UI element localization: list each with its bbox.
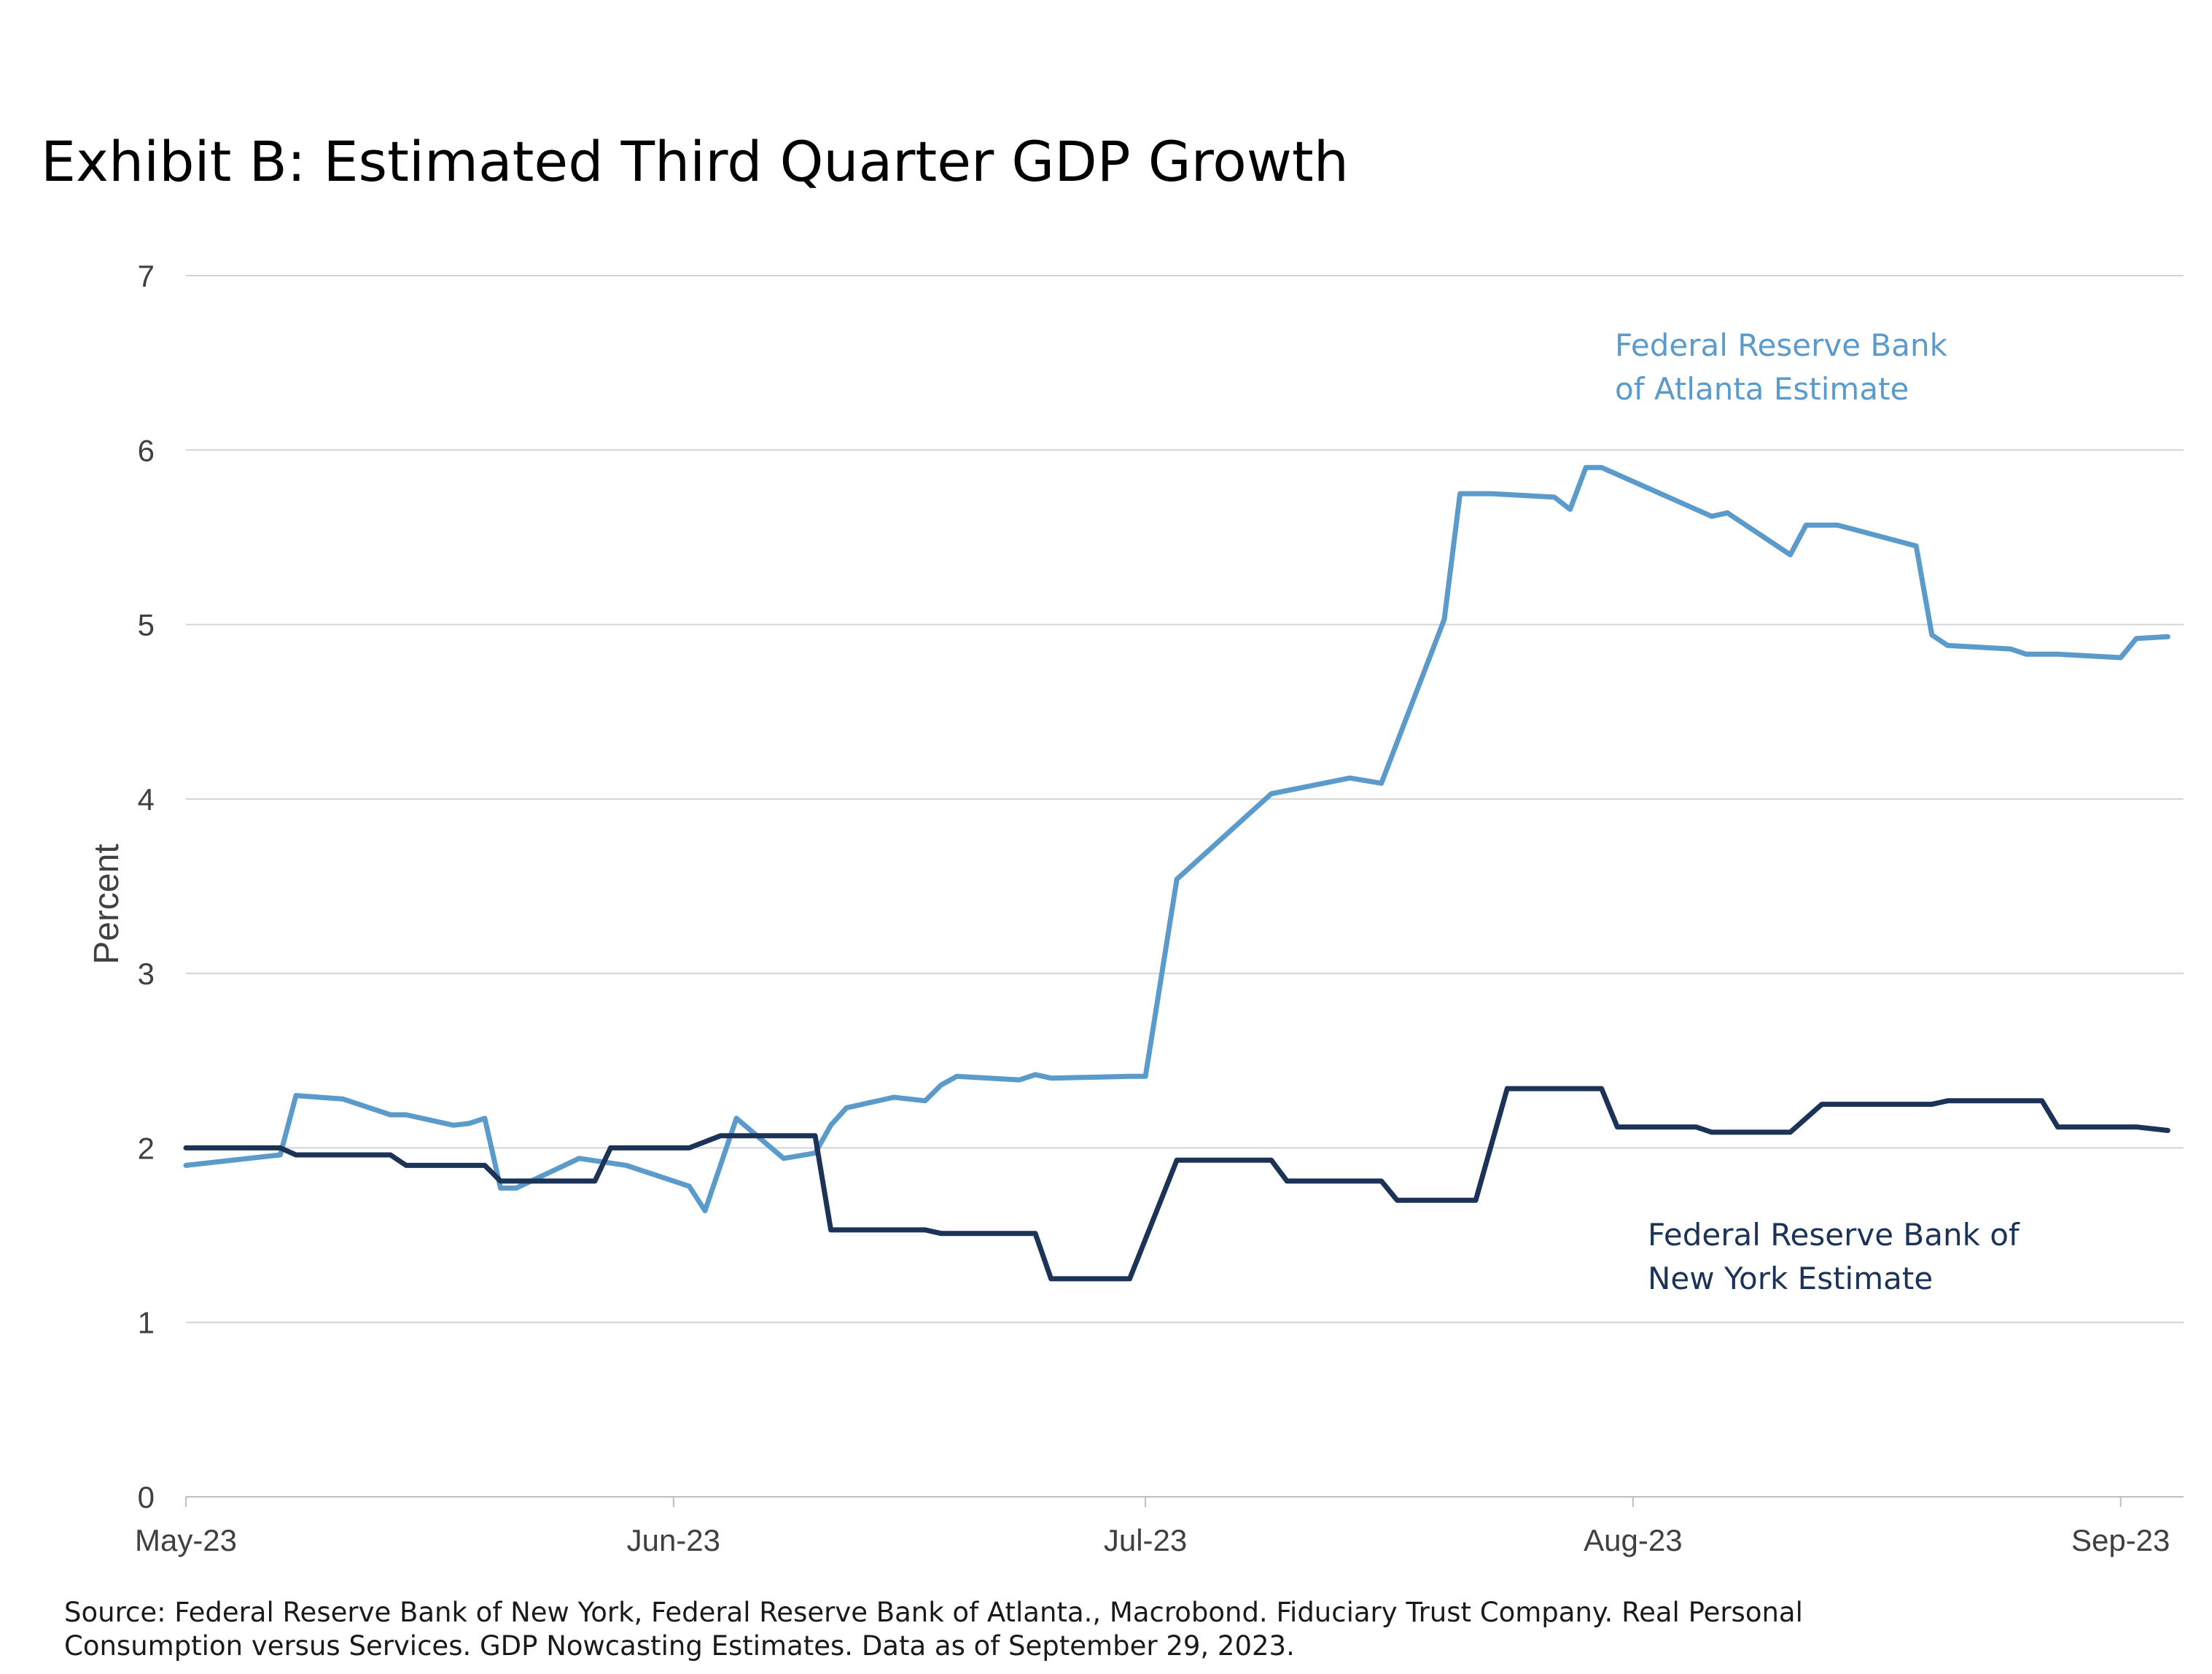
series-label-atlanta: of Atlanta Estimate xyxy=(1615,371,1909,407)
x-tick-label: Jun-23 xyxy=(627,1523,720,1557)
x-axis: May-23 Jun-23 Jul-23 Aug-23 Sep-23 xyxy=(135,1496,2184,1557)
x-tick-label: Sep-23 xyxy=(2071,1523,2170,1557)
y-tick-label: 0 xyxy=(138,1480,155,1514)
x-tick-label: Jul-23 xyxy=(1104,1523,1187,1557)
y-axis-label: Percent xyxy=(87,844,126,964)
y-tick-label: 5 xyxy=(138,608,155,642)
series-label-new-york: Federal Reserve Bank of xyxy=(1648,1217,2020,1253)
series-line-atlanta xyxy=(183,464,2170,1214)
series-lines xyxy=(183,464,2170,1282)
y-tick-label: 6 xyxy=(138,433,155,467)
source-note: Source: Federal Reserve Bank of New York… xyxy=(64,1597,1803,1662)
y-tick-label: 4 xyxy=(138,782,155,817)
chart-title: Exhibit B: Estimated Third Quarter GDP G… xyxy=(41,129,1349,194)
series-label-atlanta: Federal Reserve Bank xyxy=(1615,327,1948,363)
series-label-new-york: New York Estimate xyxy=(1648,1261,1933,1296)
series-labels: Federal Reserve Bank of Atlanta Estimate F… xyxy=(1615,327,2020,1296)
source-line-2: Consumption versus Services. GDP Nowcast… xyxy=(64,1630,1295,1662)
y-tick-label: 3 xyxy=(138,957,155,991)
y-tick-label: 2 xyxy=(138,1131,155,1165)
x-tick-label: Aug-23 xyxy=(1584,1523,1682,1557)
gridlines xyxy=(186,275,2184,1323)
x-tick-label: May-23 xyxy=(135,1523,237,1557)
y-tick-label: 1 xyxy=(138,1306,155,1340)
series-line-new-york xyxy=(183,1086,2170,1282)
y-axis-ticks: 0 1 2 3 4 5 6 7 xyxy=(138,259,155,1514)
y-tick-label: 7 xyxy=(138,259,155,293)
source-line-1: Source: Federal Reserve Bank of New York… xyxy=(64,1597,1803,1628)
